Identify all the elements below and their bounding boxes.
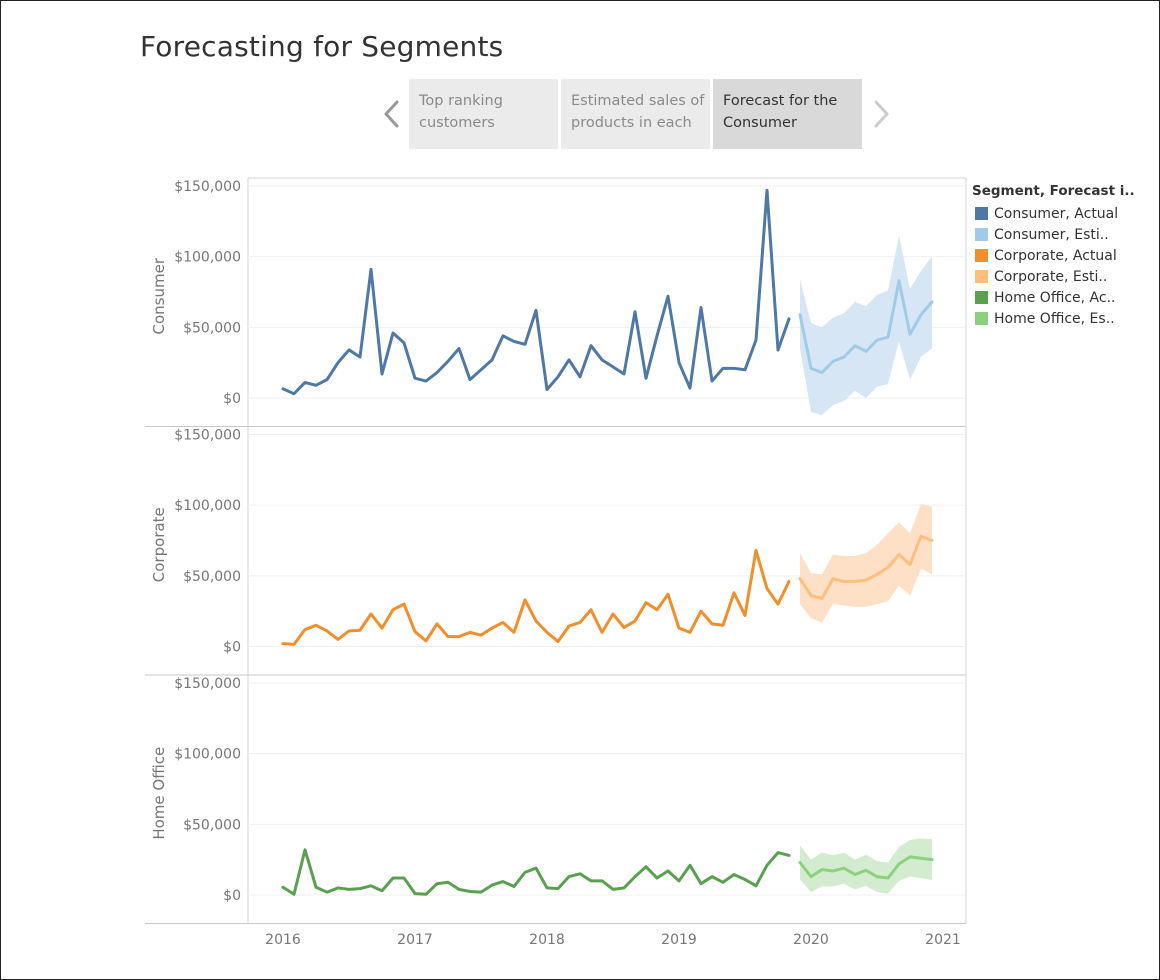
legend-item[interactable]: Corporate, Esti..	[972, 266, 1135, 287]
legend-label: Corporate, Actual	[994, 247, 1117, 264]
legend-swatch	[975, 249, 988, 262]
legend-swatch	[975, 207, 988, 220]
story-point-3-active[interactable]: Forecast for the Consumer	[713, 79, 862, 149]
actual-series-line	[281, 188, 791, 396]
x-tick-label: 2017	[397, 932, 433, 948]
legend: Segment, Forecast i.. Consumer, Actual Co…	[972, 183, 1135, 329]
panel-label: Consumer	[150, 257, 168, 334]
chevron-right-icon	[874, 100, 889, 128]
x-tick-label: 2020	[793, 932, 829, 948]
story-point-label: Estimated sales of	[571, 93, 705, 109]
story-next-button[interactable]	[866, 96, 896, 132]
legend-title: Segment, Forecast i..	[972, 183, 1135, 199]
legend-item[interactable]: Home Office, Es..	[972, 308, 1135, 329]
x-tick-label: 2016	[265, 932, 301, 948]
y-tick-label: $100,000	[174, 747, 241, 763]
legend-label: Home Office, Ac..	[994, 289, 1116, 306]
forecast-series-line	[798, 855, 934, 880]
page-title: Forecasting for Segments	[140, 30, 504, 63]
legend-swatch	[975, 312, 988, 325]
y-tick-label: $50,000	[183, 320, 241, 336]
legend-swatch	[975, 228, 988, 241]
legend-item[interactable]: Corporate, Actual	[972, 245, 1135, 266]
story-point-label: Top ranking	[419, 93, 503, 109]
legend-item[interactable]: Home Office, Ac..	[972, 287, 1135, 308]
legend-swatch	[975, 270, 988, 283]
forecast-band	[800, 235, 932, 415]
story-point-label: Consumer	[723, 115, 797, 131]
legend-label: Consumer, Actual	[994, 205, 1119, 222]
actual-series-line	[281, 848, 791, 896]
y-tick-label: $50,000	[183, 569, 241, 585]
legend-label: Corporate, Esti..	[994, 268, 1108, 285]
story-point-2[interactable]: Estimated sales of products in each	[561, 79, 710, 149]
story-point-label: products in each	[571, 115, 692, 131]
panel-label: Home Office	[150, 747, 168, 840]
legend-label: Consumer, Esti..	[994, 226, 1109, 243]
x-tick-label: 2019	[661, 932, 697, 948]
y-tick-label: $150,000	[174, 179, 241, 195]
y-tick-label: $0	[223, 888, 241, 904]
legend-item[interactable]: Consumer, Actual	[972, 203, 1135, 224]
chevron-left-icon	[384, 100, 399, 128]
forecast-band	[800, 838, 932, 894]
forecast-series-line	[798, 534, 934, 600]
y-tick-label: $0	[223, 640, 241, 656]
legend-label: Home Office, Es..	[994, 310, 1115, 327]
story-point-label: customers	[419, 115, 495, 131]
legend-item[interactable]: Consumer, Esti..	[972, 224, 1135, 245]
story-prev-button[interactable]	[377, 96, 407, 132]
y-tick-label: $150,000	[174, 428, 241, 444]
panel-label: Corporate	[150, 507, 168, 582]
story-point-label: Forecast for the	[723, 93, 838, 109]
y-tick-label: $150,000	[174, 676, 241, 692]
x-tick-label: 2021	[925, 932, 961, 948]
y-tick-label: $100,000	[174, 498, 241, 514]
x-tick-label: 2018	[529, 932, 565, 948]
legend-swatch	[975, 291, 988, 304]
y-tick-label: $50,000	[183, 817, 241, 833]
y-tick-label: $100,000	[174, 250, 241, 266]
actual-series-line	[281, 548, 791, 646]
story-point-1[interactable]: Top ranking customers	[409, 79, 558, 149]
forecast-series-line	[798, 279, 934, 375]
y-tick-label: $0	[223, 391, 241, 407]
forecast-band	[800, 503, 932, 623]
